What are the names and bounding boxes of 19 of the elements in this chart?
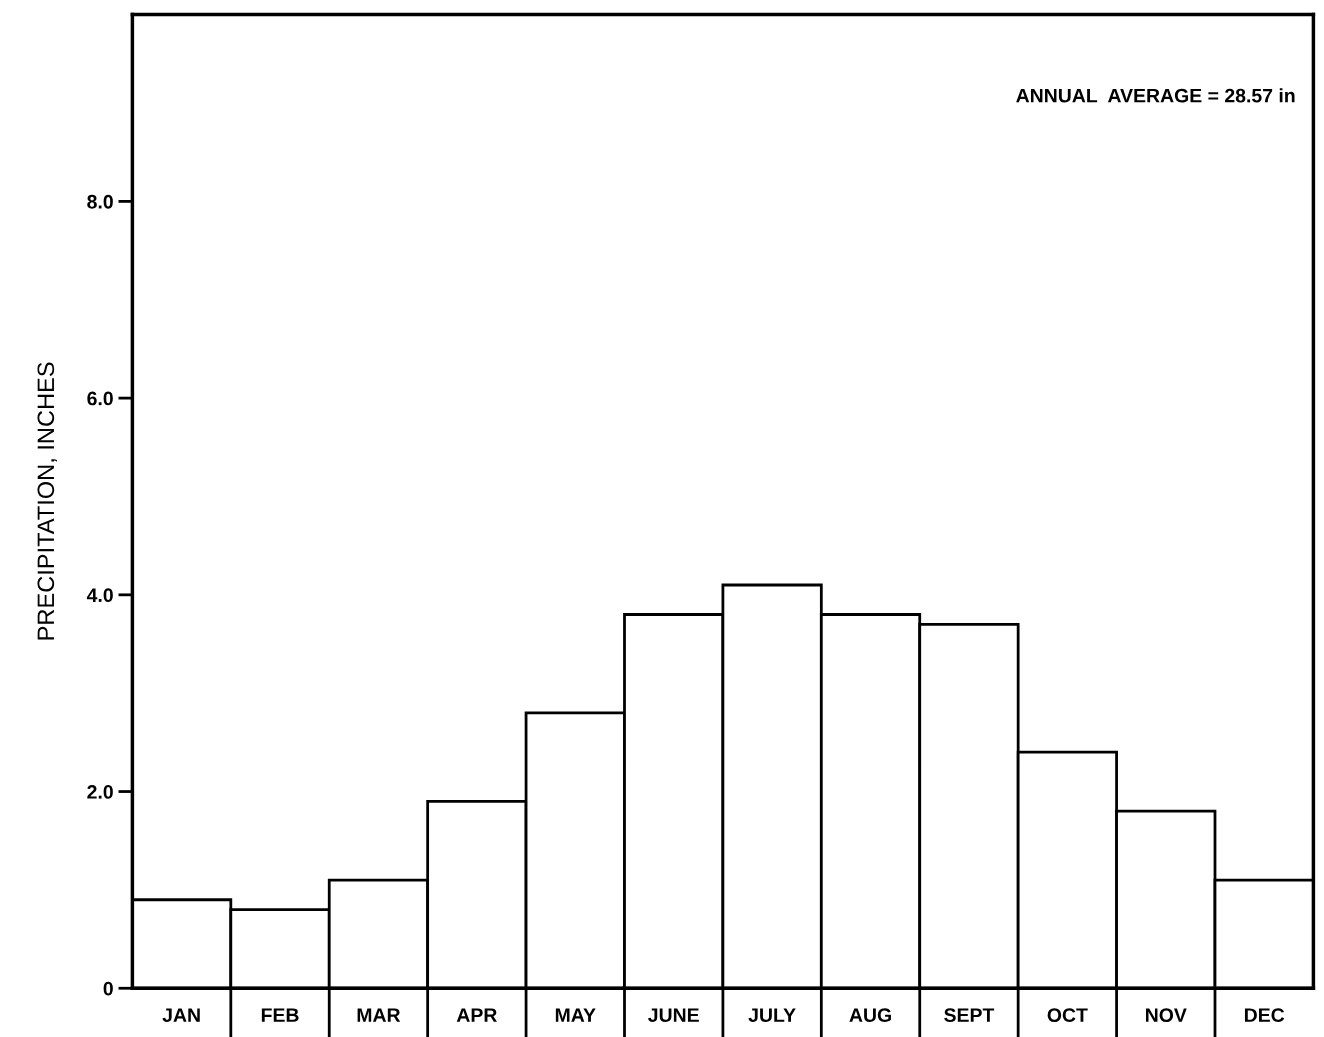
x-tick-label: JAN <box>162 1008 200 1022</box>
y-tick-label: 6.0 <box>87 391 113 406</box>
x-tick-label: NOV <box>1146 1008 1187 1022</box>
x-tick-label: MAR <box>357 1008 401 1022</box>
x-tick-label: DEC <box>1244 1008 1285 1022</box>
annotation: ANNUAL AVERAGE = 28.57 in <box>1016 88 1295 103</box>
x-tick-label: JULY <box>748 1008 796 1022</box>
y-tick-label: 0 <box>103 981 113 996</box>
x-tick-label: APR <box>456 1008 497 1022</box>
y-tick-label: 2.0 <box>87 785 113 799</box>
y-tick-label: 8.0 <box>87 194 113 209</box>
x-tick-label: OCT <box>1047 1008 1088 1022</box>
x-tick-label: MAY <box>555 1008 596 1022</box>
y-tick-label: 4.0 <box>86 588 113 603</box>
x-tick-label: SEPT <box>944 1008 995 1022</box>
x-tick-label: AUG <box>849 1008 891 1022</box>
x-tick-label: FEB <box>261 1008 299 1022</box>
y-axis-title: PRECIPITATION, INCHES <box>37 362 57 640</box>
x-tick-label: JUNE <box>648 1008 699 1022</box>
